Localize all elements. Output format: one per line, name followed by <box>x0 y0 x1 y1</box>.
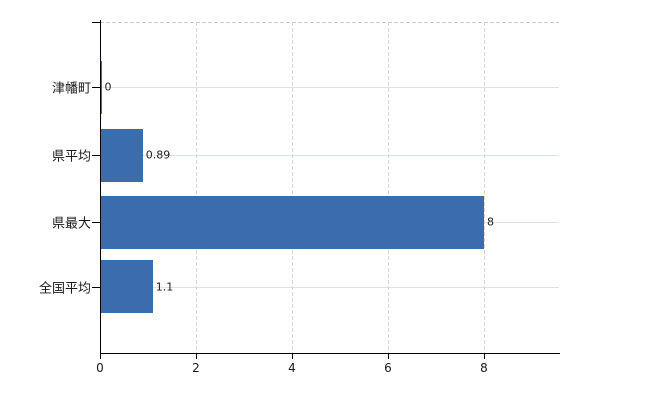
x-axis-tick <box>100 354 101 359</box>
bar-value-label: 1.1 <box>155 280 174 293</box>
x-axis-tick <box>292 354 293 359</box>
x-axis-tick-label: 4 <box>288 361 296 375</box>
category-label: 県最大 <box>51 216 91 232</box>
y-axis-tick <box>92 87 100 88</box>
x-axis-tick <box>196 354 197 359</box>
y-axis-end-tick <box>92 22 100 23</box>
bar <box>100 195 484 249</box>
gridline-horizontal <box>100 155 559 156</box>
plot-top-border <box>100 22 559 23</box>
x-axis-tick-label: 2 <box>192 361 200 375</box>
x-axis-tick-label: 6 <box>384 361 392 375</box>
y-axis-tick <box>92 155 100 156</box>
y-axis-line <box>100 20 101 354</box>
bar-value-label: 0 <box>104 80 112 94</box>
gridline-vertical <box>484 22 485 353</box>
y-axis-tick <box>92 222 100 223</box>
x-axis-tick <box>388 354 389 359</box>
category-label: 全国平均 <box>38 281 91 296</box>
gridline-vertical <box>196 22 197 353</box>
bar-value-label: 8 <box>487 215 494 229</box>
x-axis-tick-label: 8 <box>480 361 488 375</box>
x-axis-tick <box>484 354 485 359</box>
bar <box>100 260 153 313</box>
category-label: 津幡町 <box>51 81 91 97</box>
category-label: 県平均 <box>51 149 91 165</box>
x-axis-line <box>100 353 560 354</box>
gridline-horizontal <box>100 87 559 88</box>
gridline-vertical <box>388 22 389 353</box>
y-axis-tick <box>92 286 100 288</box>
gridline-horizontal <box>100 286 559 288</box>
bar-value-label: 0.89 <box>145 148 171 162</box>
bar <box>100 128 143 182</box>
plot-area <box>100 22 560 353</box>
gridline-vertical <box>292 22 293 353</box>
x-axis-tick-label: 0 <box>96 361 104 375</box>
